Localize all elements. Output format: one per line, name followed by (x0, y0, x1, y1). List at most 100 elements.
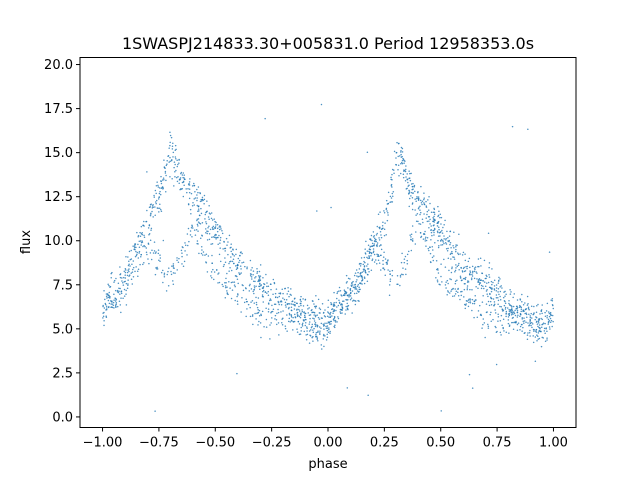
data-point (481, 327, 483, 329)
data-point (445, 237, 447, 240)
data-point (367, 263, 369, 265)
data-point (314, 315, 317, 318)
x-tick-label: −0.75 (139, 436, 179, 451)
data-point (128, 250, 131, 253)
x-tick-label: 0.25 (370, 436, 399, 451)
data-point (253, 302, 255, 304)
data-point (458, 233, 460, 236)
data-point (455, 248, 457, 251)
data-point (361, 271, 364, 273)
data-point (219, 260, 222, 263)
data-point (147, 243, 150, 245)
data-point (256, 270, 259, 273)
data-point (284, 304, 287, 306)
data-point (313, 303, 315, 305)
data-point (181, 252, 183, 254)
data-point (211, 236, 213, 239)
data-point (166, 163, 168, 165)
data-point (547, 318, 550, 321)
data-point (409, 197, 411, 200)
data-point (411, 225, 414, 227)
data-point (300, 330, 302, 332)
data-point (475, 271, 477, 273)
data-point (488, 262, 491, 264)
data-point (153, 250, 156, 252)
data-point (309, 335, 312, 337)
data-point (110, 272, 112, 275)
data-point (236, 264, 239, 266)
data-point (211, 262, 214, 265)
data-point (125, 269, 127, 271)
data-point (210, 243, 212, 245)
data-point (305, 318, 307, 321)
data-point (504, 308, 507, 310)
data-point (313, 320, 316, 322)
data-point (411, 208, 414, 211)
data-point (373, 261, 376, 263)
data-point (376, 244, 379, 246)
data-point (202, 251, 205, 253)
data-point (308, 314, 311, 316)
data-point (290, 303, 293, 305)
data-point (417, 190, 419, 193)
data-point (335, 301, 337, 304)
data-point (159, 260, 161, 262)
data-point (339, 311, 341, 313)
data-point (136, 270, 139, 272)
data-point (425, 236, 427, 238)
data-point (525, 321, 527, 323)
data-point (279, 300, 282, 303)
data-point (548, 326, 551, 328)
data-point (420, 211, 422, 214)
data-point (258, 270, 261, 273)
data-point (249, 315, 252, 318)
data-point (139, 263, 141, 266)
data-point (518, 306, 521, 308)
data-point (493, 289, 496, 291)
data-point (207, 226, 209, 229)
data-point (509, 304, 511, 306)
data-point (137, 235, 139, 238)
data-point (179, 188, 181, 191)
data-point (287, 286, 289, 289)
data-point (304, 312, 307, 315)
data-point (103, 324, 105, 327)
data-point (298, 323, 301, 325)
data-point (267, 311, 270, 313)
data-point (375, 234, 378, 236)
data-point (226, 244, 228, 246)
data-point (382, 267, 385, 269)
data-point (347, 299, 349, 301)
data-point (474, 295, 476, 297)
data-point (363, 282, 366, 285)
data-point (546, 314, 548, 317)
data-point (306, 304, 309, 307)
data-point (305, 322, 307, 324)
data-point (414, 243, 417, 245)
data-point (230, 297, 233, 300)
data-point (270, 299, 272, 301)
data-point (512, 311, 514, 313)
data-point (501, 324, 503, 326)
data-point (199, 192, 202, 195)
data-point (287, 307, 290, 310)
data-point (306, 326, 308, 328)
data-point (275, 319, 278, 321)
data-point (160, 271, 163, 274)
data-point (433, 213, 436, 216)
data-point (369, 246, 371, 248)
data-point (189, 208, 192, 211)
data-point (249, 273, 252, 275)
data-point (423, 202, 425, 204)
data-point (371, 239, 373, 242)
data-point (419, 223, 422, 225)
data-point (122, 282, 124, 284)
data-point (469, 302, 472, 304)
data-point (230, 246, 232, 249)
data-point (158, 211, 160, 213)
data-point (228, 262, 230, 265)
data-point (334, 321, 337, 323)
data-point (531, 317, 533, 319)
data-point (206, 232, 208, 235)
data-point (316, 337, 319, 339)
